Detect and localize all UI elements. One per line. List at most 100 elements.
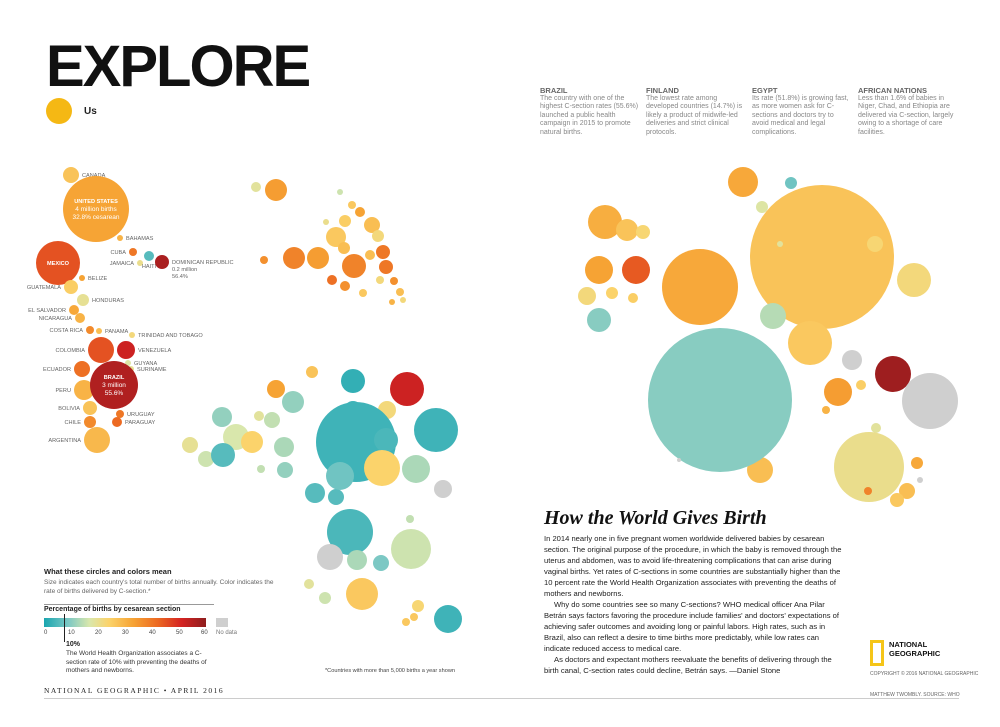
bubble-region [182,437,198,453]
bubble-region [348,201,356,209]
bubble-region [257,465,265,473]
bubble-region [622,256,650,284]
bubble-region [390,372,424,406]
bubble-inner-label: BRAZIL [104,375,125,381]
bubble-region [251,182,261,192]
bubble-mexico [36,241,80,285]
bubble-region [340,281,350,291]
bubble-jamaica [137,260,143,266]
article-body: In 2014 nearly one in five pregnant wome… [544,533,842,676]
bubble-region [264,412,280,428]
bubble-region [414,408,458,452]
bubble-region [402,618,410,626]
bubble-paraguay [112,417,122,427]
country-label: COSTA RICA [50,328,84,334]
article-paragraph: Why do some countries see so many C-sect… [544,600,839,653]
bubble-belize [79,275,85,281]
country-label: EL SALVADOR [28,308,66,314]
bubble-region [867,236,883,252]
bubble-dominican-republic [155,255,169,269]
bubble-region [267,380,285,398]
legend-tick: 20 [95,630,102,636]
bubble-guyana [125,360,131,366]
bubble-region [337,189,343,195]
country-label: HONDURAS [92,298,124,304]
footer-divider [44,698,959,699]
note-head: BRAZIL [540,86,568,95]
country-label: PERU [55,388,71,394]
country-label: DOMINICAN REPUBLIC [172,260,234,266]
bubble-region [305,483,325,503]
bubble-region [323,219,329,225]
bubble-inner-label: 3 million [102,382,126,389]
bubble-region [434,480,452,498]
bubble-trinidad-and-tobago [129,332,135,338]
country-label: NICARAGUA [39,316,73,322]
country-label: SURINAME [137,367,167,373]
country-label: HAITI [142,264,157,270]
legend-tick: 40 [149,630,156,636]
article-paragraph: In 2014 nearly one in five pregnant wome… [544,534,842,598]
bubble-region [347,550,367,570]
legend-ten-percent-label: 10% [66,641,81,648]
bubble-region [890,493,904,507]
bubble-region [856,380,866,390]
bubble-region [616,219,638,241]
legend-nodata-swatch [216,618,228,627]
bubble-argentina [84,427,110,453]
bubble-costa-rica [86,326,94,334]
country-label: VENEZUELA [138,348,172,354]
bubble-region [902,373,958,429]
bubble-region [434,605,462,633]
bubble-region [341,369,365,393]
bubble-region [662,249,738,325]
us-section-icon [46,98,72,124]
legend-heading: What these circles and colors mean [44,567,172,576]
bubble-region [306,366,318,378]
bubble-region [911,457,923,469]
country-label: GUATEMALA [27,285,61,291]
credit: MATTHEW TWOMBLY. SOURCE: WHO [870,692,960,698]
bubble-region [628,293,638,303]
bubble-region [277,462,293,478]
bubble-region [756,201,768,213]
note-text: The country with one of the highest C-se… [540,95,639,136]
bubble-inner-label: 4 million births [75,206,117,213]
bubble-region [389,299,395,305]
bubble-region [376,276,384,284]
bubble-nicaragua [75,313,85,323]
bubble-region [606,287,618,299]
bubble-region [871,423,881,433]
bubble-region [274,437,294,457]
legend-bar-title: Percentage of births by cesarean section [44,606,181,613]
bubble-region [379,260,393,274]
bubble-region [777,241,783,247]
bubble-inner-label: UNITED STATES [74,199,118,205]
legend-nodata-label: No data [216,630,238,636]
bubble-region [372,230,384,242]
bubble-region [374,428,398,452]
legend-tick: 30 [122,630,129,636]
country-label: GUYANA [134,361,157,367]
country-label: TRINIDAD AND TOBAGO [138,333,203,339]
bubble-region [822,406,830,414]
bubble-guatemala [64,280,78,294]
country-label: URUGUAY [127,412,155,418]
bubble-region [198,451,214,467]
legend-description: Size indicates each country's total numb… [44,579,274,595]
note-finland: FINLAND The lowest rate among developed c… [646,86,746,137]
bubble-region [328,489,344,505]
legend-ten-percent-marker [64,614,65,642]
bubble-honduras [77,294,89,306]
bubble-region [319,592,331,604]
bubble-region [917,477,923,483]
legend-tick: 10 [68,630,75,636]
bubble-bahamas [117,235,123,241]
bubble-region [760,303,786,329]
country-label: BELIZE [88,276,108,282]
bubble-region [750,185,894,329]
bubble-canada [63,167,79,183]
bubble-region [875,356,911,392]
bubble-region [212,407,232,427]
bubble-peru [74,380,94,400]
